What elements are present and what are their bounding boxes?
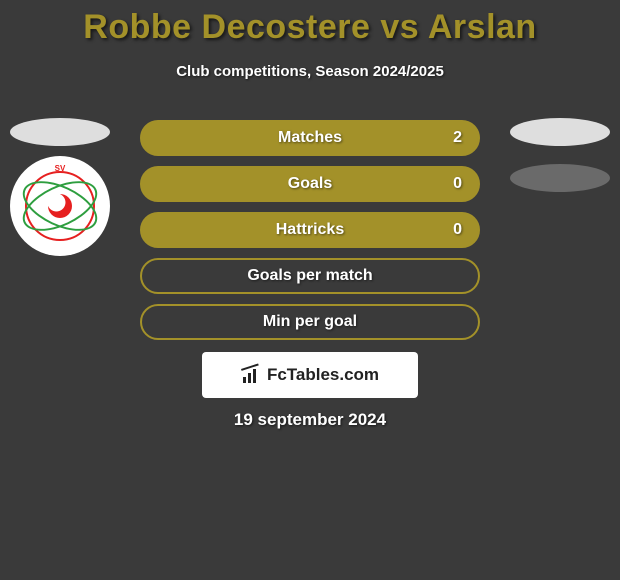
stat-row: Goals per match <box>140 258 480 294</box>
stat-row: Min per goal <box>140 304 480 340</box>
right-player-ellipse-2 <box>510 164 610 192</box>
date-label: 19 september 2024 <box>0 410 620 430</box>
stat-value: 2 <box>453 129 462 147</box>
stat-label: Hattricks <box>276 221 344 239</box>
stat-label: Min per goal <box>263 313 357 331</box>
stat-bars: Matches 2 Goals 0 Hattricks 0 Goals per match M… <box>140 120 480 350</box>
attribution-badge: FcTables.com <box>202 352 418 398</box>
right-player-ellipse-1 <box>510 118 610 146</box>
stat-row: Goals 0 <box>140 166 480 202</box>
stat-value: 0 <box>453 221 462 239</box>
stat-label: Matches <box>278 129 342 147</box>
stat-label: Goals <box>288 175 332 193</box>
attribution-text: FcTables.com <box>267 365 379 385</box>
chart-icon <box>241 367 261 383</box>
stat-value: 0 <box>453 175 462 193</box>
left-player-ellipse <box>10 118 110 146</box>
right-player-column <box>500 118 620 210</box>
left-club-badge: SV <box>10 156 110 256</box>
comparison-subtitle: Club competitions, Season 2024/2025 <box>0 63 620 80</box>
stat-row: Matches 2 <box>140 120 480 156</box>
stat-label: Goals per match <box>247 267 372 285</box>
stat-row: Hattricks 0 <box>140 212 480 248</box>
left-player-column: SV <box>0 118 120 256</box>
comparison-title: Robbe Decostere vs Arslan <box>0 0 620 47</box>
